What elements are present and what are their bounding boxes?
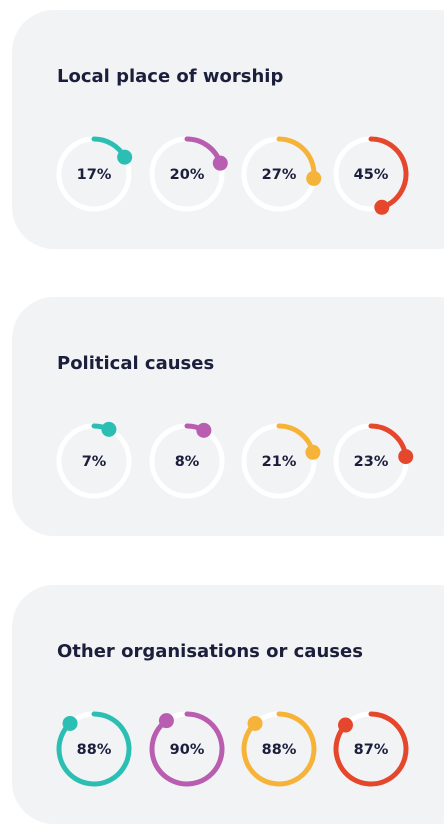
ring-arc — [368, 136, 409, 210]
ring-end-dot — [196, 422, 212, 438]
ring-end-dot — [212, 155, 228, 171]
value-label: 27% — [262, 167, 297, 183]
card — [12, 297, 444, 536]
ring-end-dot — [374, 199, 390, 215]
ring-arc — [149, 711, 225, 787]
value-label: 45% — [354, 167, 389, 183]
value-label: 21% — [262, 454, 297, 470]
ring-end-dot — [247, 715, 263, 731]
ring-end-dot — [306, 170, 322, 186]
value-label: 88% — [262, 742, 297, 758]
card-title: Political causes — [57, 353, 214, 374]
ring-end-dot — [117, 149, 133, 165]
ring-end-dot — [305, 444, 321, 460]
card — [12, 585, 444, 824]
ring-end-dot — [398, 449, 414, 465]
value-label: 87% — [354, 742, 389, 758]
ring-end-dot — [62, 715, 78, 731]
ring-arc — [241, 711, 317, 787]
card — [12, 10, 444, 249]
ring-end-dot — [337, 717, 353, 733]
value-label: 90% — [170, 742, 205, 758]
value-label: 20% — [170, 167, 205, 183]
value-label: 23% — [354, 454, 389, 470]
value-label: 17% — [77, 167, 112, 183]
value-label: 8% — [175, 454, 200, 470]
ring-end-dot — [101, 421, 117, 437]
card-title: Other organisations or causes — [57, 641, 363, 662]
ring-arc — [56, 711, 132, 787]
ring-arc — [333, 711, 409, 787]
card-title: Local place of worship — [57, 66, 283, 87]
value-label: 88% — [77, 742, 112, 758]
ring-end-dot — [158, 713, 174, 729]
value-label: 7% — [82, 454, 107, 470]
